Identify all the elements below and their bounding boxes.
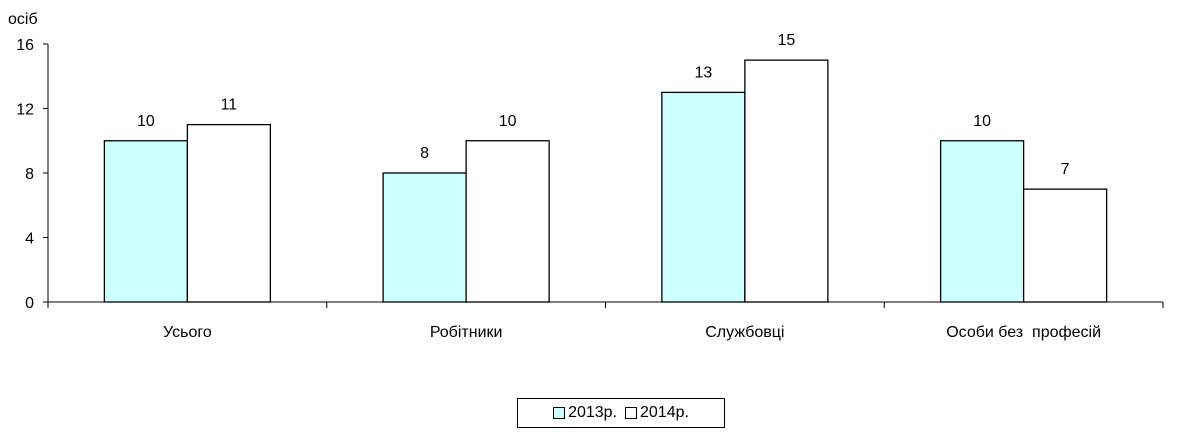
bar-2013р.-2 [661,91,746,303]
bar-2013р.-0 [103,140,189,303]
data-label: 15 [777,32,795,49]
y-tick-label: 16 [16,37,34,54]
data-label: 10 [973,113,991,130]
bars [103,59,1108,303]
y-axis-unit-label: осіб [8,11,38,28]
data-label: 8 [420,145,429,162]
data-label: 10 [137,113,155,130]
data-label: 7 [1061,161,1070,178]
bar-2014р.-0 [186,123,272,303]
y-tick-label: 0 [25,295,34,312]
y-tick-label: 12 [16,102,34,119]
legend-label: 2013р. [568,404,617,421]
legend: 2013р. 2014р. [517,398,725,428]
labels: 10 11 Усього 8 10 Робітники 13 15 Службовці 10 7 Ос… [137,32,1101,341]
data-label: 13 [694,64,712,81]
data-label: 10 [499,113,517,130]
x-category-label: Робітники [430,324,503,341]
bar-2014р.-2 [744,59,829,303]
x-category-label: Службовці [705,324,784,341]
legend-swatch [625,407,637,419]
bar-2014р.-3 [1022,188,1108,303]
y-tick-label: 4 [25,231,34,248]
x-category-label: Усього [163,324,212,341]
bar-2014р.-1 [465,140,550,303]
bar-2013р.-1 [382,172,467,303]
x-category-label: Особи без професій [946,324,1101,341]
y-tick-label: 8 [25,166,34,183]
data-label: 11 [221,97,238,114]
legend-label: 2014р. [640,404,689,421]
legend-swatch [553,407,566,419]
legend-item: 2013р. [553,404,617,422]
legend-item: 2014р. [625,404,689,422]
bar-2013р.-3 [939,140,1025,303]
